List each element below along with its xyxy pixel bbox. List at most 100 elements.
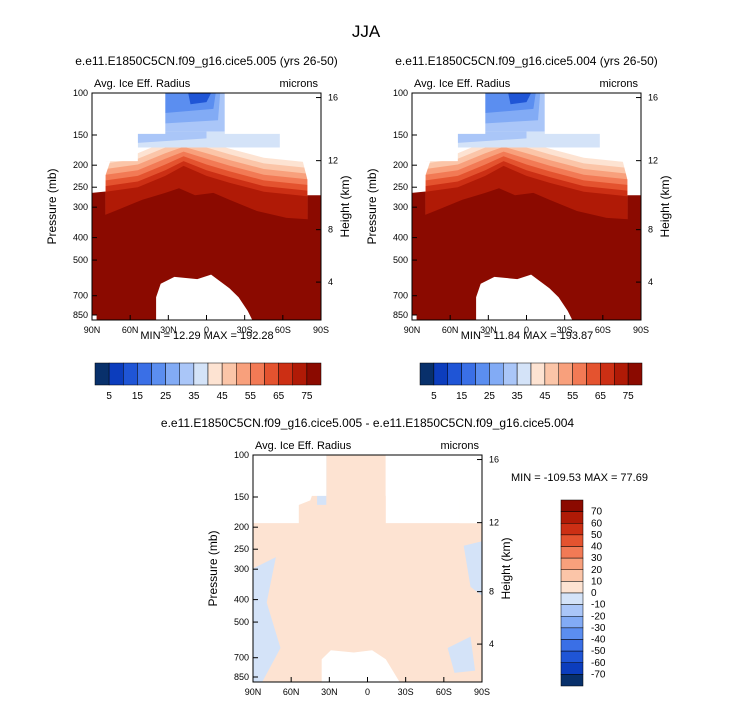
contour-core <box>92 188 321 320</box>
diff-band-neg <box>253 557 281 682</box>
colorbar-swatch <box>560 674 584 687</box>
missing-mask <box>224 93 321 162</box>
panel-axes: 100 150 200 250 300 400 500 700 850 4 8 12 16 90N 60N 3… <box>161 416 575 697</box>
variable-label: Avg. Ice Eff. Radius <box>414 78 511 90</box>
colorbar-swatch <box>614 362 629 386</box>
y2-tick-label: 4 <box>328 277 333 287</box>
y-tick-label: 850 <box>73 310 88 320</box>
contour-field <box>412 93 641 320</box>
x-tick-label: 90S <box>313 325 329 335</box>
colorbar-swatch <box>560 569 584 582</box>
y-tick-label: 700 <box>393 291 408 301</box>
colorbar-swatch <box>221 362 237 386</box>
colorbar-label: 40 <box>591 542 603 553</box>
contour-cool <box>137 131 207 143</box>
missing-mask <box>544 93 641 162</box>
panel-axes: 100 150 200 250 300 400 500 700 850 4 8 12 16 90N 60N 3… <box>45 54 352 335</box>
colorbar-swatch <box>419 362 435 386</box>
x-tick-label: 30S <box>557 325 573 335</box>
colorbar-label: 35 <box>512 391 524 402</box>
colorbar-swatch <box>516 362 532 386</box>
colorbar-swatch <box>306 362 322 386</box>
x-tick-label: 30S <box>398 687 414 697</box>
y2-tick-label: 16 <box>328 93 338 103</box>
y-axis-label: Pressure (mb) <box>45 168 59 244</box>
colorbar-swatch <box>627 362 643 386</box>
colorbar-swatch <box>250 362 265 386</box>
diff-band-neg <box>447 636 476 673</box>
colorbar-swatch <box>560 662 584 675</box>
colorbar-label: 15 <box>132 391 144 402</box>
colorbar-label: 30 <box>591 553 603 564</box>
y-tick-label: 300 <box>393 202 408 212</box>
missing-mask <box>412 93 486 162</box>
diff-band-neg <box>463 541 482 596</box>
colorbar-swatch <box>558 362 573 386</box>
colorbar-label: 60 <box>591 518 603 529</box>
y-axis-label: Pressure (mb) <box>206 530 220 606</box>
colorbar-swatch <box>108 362 124 386</box>
colorbar-swatch <box>560 546 584 559</box>
colorbar-swatch <box>193 362 209 386</box>
y-tick-label: 150 <box>234 492 249 502</box>
contour-cool <box>188 93 212 105</box>
x-tick-label: 0 <box>204 325 209 335</box>
y-tick-label: 300 <box>234 564 249 574</box>
colorbar-swatch <box>560 511 584 524</box>
colorbar-swatch <box>137 362 152 386</box>
colorbar-label: 65 <box>273 391 285 402</box>
stats-label: MIN = 11.84 MAX = 193.87 <box>461 330 593 342</box>
colorbar-label: 75 <box>301 391 313 402</box>
y-tick-label: 400 <box>393 233 408 243</box>
stats-label: MIN = -109.53 MAX = 77.69 <box>511 472 648 484</box>
colorbar-swatch <box>544 362 559 386</box>
y2-tick-label: 16 <box>648 93 658 103</box>
colorbar-swatch <box>292 362 308 386</box>
colorbar-swatch <box>503 362 518 386</box>
colorbar-swatch <box>560 616 584 629</box>
colorbar-swatch <box>489 362 504 386</box>
colorbar-label: -50 <box>591 646 606 657</box>
colorbar-swatch <box>151 362 166 386</box>
colorbar-swatch <box>461 362 476 386</box>
x-tick-label: 60N <box>122 325 139 335</box>
x-tick-label: 90N <box>404 325 421 335</box>
colorbar-label: 45 <box>217 391 229 402</box>
y-tick-label: 400 <box>73 233 88 243</box>
colorbar-swatch <box>560 592 584 605</box>
colorbar-swatch <box>179 362 195 386</box>
panel-title: e.e11.E1850C5CN.f09_g16.cice5.004 (yrs 2… <box>395 54 658 68</box>
colorbar-label: 35 <box>188 391 200 402</box>
y-tick-label: 200 <box>73 160 88 170</box>
y-tick-label: 100 <box>234 450 249 460</box>
y-tick-label: 100 <box>393 88 408 98</box>
units-label: microns <box>440 440 479 452</box>
colorbar-swatch <box>560 604 584 617</box>
x-tick-label: 60N <box>283 687 300 697</box>
colorbar-swatch <box>560 627 584 640</box>
colorbar-label: -10 <box>591 600 606 611</box>
panel-title: e.e11.E1850C5CN.f09_g16.cice5.005 (yrs 2… <box>75 54 338 68</box>
x-tick-label: 0 <box>365 687 370 697</box>
y-tick-label: 500 <box>234 617 249 627</box>
colorbar-swatch <box>236 362 251 386</box>
x-tick-label: 30N <box>321 687 338 697</box>
x-tick-label: 0 <box>524 325 529 335</box>
y-tick-label: 850 <box>393 310 408 320</box>
colorbar-label: 65 <box>595 391 607 402</box>
colorbar-swatch <box>123 362 138 386</box>
x-tick-label: 60S <box>436 687 452 697</box>
y-tick-label: 700 <box>234 653 249 663</box>
x-tick-label: 90S <box>633 325 649 335</box>
y2-tick-label: 8 <box>489 587 494 597</box>
colorbar-swatch <box>94 362 110 386</box>
y-tick-label: 200 <box>234 522 249 532</box>
figure-title: JJA <box>352 22 381 41</box>
panel-axes: 100 150 200 250 300 400 500 700 850 4 8 12 16 90N 60N 3… <box>365 54 672 335</box>
colorbar-swatch <box>447 362 462 386</box>
panel-title: e.e11.E1850C5CN.f09_g16.cice5.005 - e.e1… <box>161 416 575 430</box>
contour-cool <box>457 131 527 143</box>
colorbar-swatch <box>264 362 279 386</box>
orography-mask <box>321 650 400 682</box>
